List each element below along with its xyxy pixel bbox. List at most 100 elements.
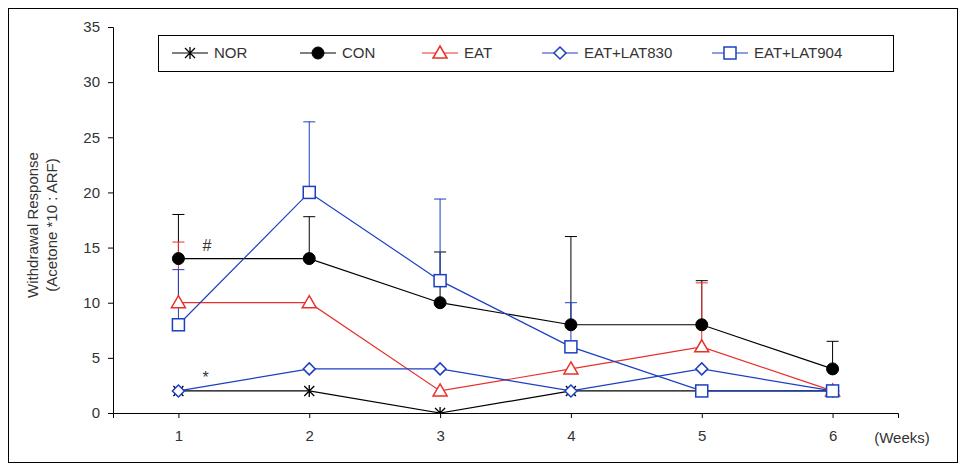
y-tick: 15 xyxy=(83,239,113,256)
chart-border xyxy=(9,9,958,463)
marker xyxy=(173,385,183,397)
legend-marker xyxy=(433,46,447,58)
y-tick: 5 xyxy=(92,349,113,366)
error-bar xyxy=(434,199,446,281)
x-tick-mark xyxy=(833,413,834,418)
y-tick-label: 0 xyxy=(92,404,100,421)
series-markers xyxy=(172,363,838,397)
legend-label: EAT+LAT830 xyxy=(584,44,672,61)
marker xyxy=(828,385,838,397)
marker xyxy=(826,384,840,396)
series xyxy=(172,242,832,391)
marker xyxy=(171,296,185,308)
x-tick: 3 xyxy=(436,413,444,444)
y-tick-mark xyxy=(108,358,113,359)
marker xyxy=(302,296,316,308)
series xyxy=(172,214,838,368)
marker xyxy=(827,385,839,397)
x-axis: 1 2 3 4 5 6 xyxy=(114,413,899,444)
legend-label: EAT xyxy=(464,44,492,61)
series-markers xyxy=(172,186,838,397)
y-tick-mark xyxy=(108,413,113,414)
x-tick-label: 5 xyxy=(698,427,706,444)
legend-box xyxy=(159,36,894,72)
marker xyxy=(433,384,447,396)
marker xyxy=(172,253,184,265)
marker xyxy=(435,407,445,413)
plot-area xyxy=(171,122,839,413)
y-tick: 20 xyxy=(83,184,113,201)
x-tick: 2 xyxy=(306,413,314,444)
marker xyxy=(565,319,577,331)
marker xyxy=(827,363,839,375)
y-tick-label: 10 xyxy=(83,294,100,311)
y-tick-label: 35 xyxy=(83,18,100,35)
y-tick-mark xyxy=(108,82,113,83)
series xyxy=(178,369,832,391)
series xyxy=(172,122,832,391)
x-tick-label: 1 xyxy=(175,427,183,444)
y-tick-mark xyxy=(108,27,113,28)
marker xyxy=(696,385,708,397)
chart: 05101520253035123456Withdrawal Response(… xyxy=(0,0,966,471)
x-tick-label: 6 xyxy=(829,427,837,444)
y-tick: 35 xyxy=(83,18,113,35)
marker xyxy=(172,319,184,331)
y-tick: 0 xyxy=(92,404,113,421)
y-tick-label: 5 xyxy=(92,349,100,366)
y-tick-label: 25 xyxy=(83,129,100,146)
series-line xyxy=(178,192,832,391)
series-markers xyxy=(173,385,837,413)
marker xyxy=(303,363,315,375)
legend-marker xyxy=(312,47,324,59)
marker xyxy=(434,363,446,375)
marker xyxy=(566,385,576,397)
x-tick: 5 xyxy=(698,413,706,444)
legend-marker xyxy=(185,47,195,59)
y-axis-title-line: Withdrawal Response xyxy=(24,152,41,298)
series xyxy=(178,391,832,413)
y-tick-label: 15 xyxy=(83,239,100,256)
y-tick-label: 30 xyxy=(83,73,100,90)
y-tick: 25 xyxy=(83,129,113,146)
y-axis-line xyxy=(108,28,114,414)
error-bar xyxy=(696,283,708,347)
marker xyxy=(697,385,707,397)
x-tick-label: 4 xyxy=(567,427,575,444)
marker xyxy=(565,385,577,397)
annotation: # xyxy=(202,237,211,254)
marker xyxy=(827,385,839,397)
marker xyxy=(695,340,709,352)
error-bar xyxy=(172,270,184,325)
marker xyxy=(303,186,315,198)
legend-marker xyxy=(724,47,736,59)
x-tick-label: 2 xyxy=(306,427,314,444)
y-tick: 30 xyxy=(83,73,113,90)
y-tick-mark xyxy=(108,248,113,249)
y-tick: 10 xyxy=(83,294,113,311)
legend-label: EAT+LAT904 xyxy=(754,44,842,61)
error-bar xyxy=(303,122,315,193)
x-tick: 4 xyxy=(567,413,575,444)
y-axis-title-line: (Acetone *10 : ARF) xyxy=(43,158,60,291)
x-axis-title: (Weeks) xyxy=(874,429,930,446)
series-line xyxy=(178,303,832,391)
marker xyxy=(304,385,314,397)
series-line xyxy=(178,391,832,413)
series-line xyxy=(178,369,832,391)
legend-label: NOR xyxy=(214,44,248,61)
y-tick-mark xyxy=(108,192,113,193)
y-tick-mark xyxy=(108,303,113,304)
series-markers xyxy=(171,296,839,396)
y-axis-title: Withdrawal Response(Acetone *10 : ARF) xyxy=(24,152,60,298)
x-tick-label: 3 xyxy=(436,427,444,444)
marker xyxy=(565,341,577,353)
marker xyxy=(303,253,315,265)
x-tick-mark xyxy=(702,413,703,418)
marker xyxy=(564,362,578,374)
marker xyxy=(172,385,184,397)
y-axis: 0 5 10 15 20 25 30 35 xyxy=(83,18,113,421)
series-markers xyxy=(172,253,838,375)
marker xyxy=(696,363,708,375)
annotation: * xyxy=(202,369,208,386)
